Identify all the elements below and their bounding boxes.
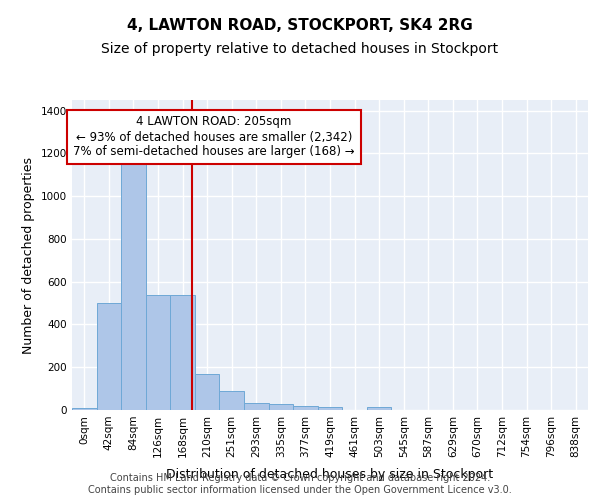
Text: Contains HM Land Registry data © Crown copyright and database right 2024.
Contai: Contains HM Land Registry data © Crown c… [88, 474, 512, 495]
Bar [97, 303, 121, 410]
Bar [121, 159, 146, 410]
Bar [72, 408, 97, 410]
Text: 4, LAWTON ROAD, STOCKPORT, SK4 2RG: 4, LAWTON ROAD, STOCKPORT, SK4 2RG [127, 18, 473, 32]
Bar [269, 404, 293, 410]
Text: Size of property relative to detached houses in Stockport: Size of property relative to detached ho… [101, 42, 499, 56]
Bar [367, 407, 391, 410]
Bar [293, 406, 318, 410]
Bar [170, 294, 195, 410]
Bar [244, 403, 269, 410]
X-axis label: Distribution of detached houses by size in Stockport: Distribution of detached houses by size … [166, 468, 494, 481]
Bar [318, 407, 342, 410]
Bar [146, 294, 170, 410]
Text: 4 LAWTON ROAD: 205sqm
← 93% of detached houses are smaller (2,342)
7% of semi-de: 4 LAWTON ROAD: 205sqm ← 93% of detached … [73, 116, 355, 158]
Y-axis label: Number of detached properties: Number of detached properties [22, 156, 35, 354]
Bar [195, 374, 220, 410]
Bar [220, 391, 244, 410]
